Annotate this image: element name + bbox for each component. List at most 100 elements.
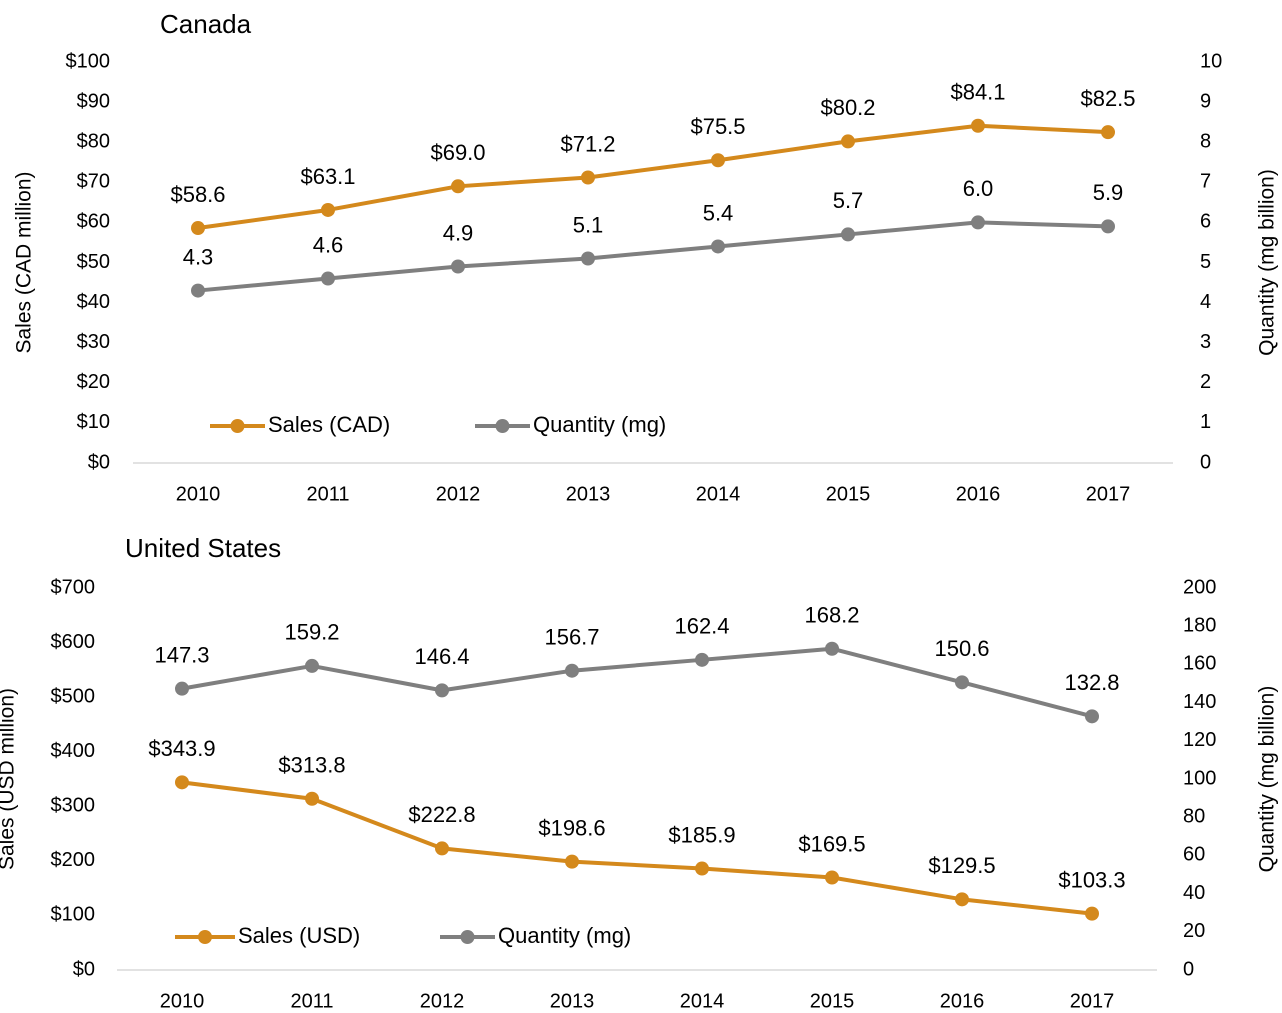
- point: [435, 841, 449, 856]
- point: [305, 791, 319, 806]
- x-tick-label: 2017: [1086, 483, 1131, 505]
- x-tick-label: 2015: [826, 483, 871, 505]
- x-tick-label: 2013: [566, 483, 611, 505]
- point: [711, 153, 725, 168]
- data-label: $63.1: [300, 164, 355, 189]
- point: [825, 870, 839, 885]
- y2-tick-label: 20: [1183, 920, 1205, 942]
- point: [175, 681, 189, 696]
- x-tick-label: 2012: [436, 483, 481, 505]
- y-tick-label: $30: [77, 331, 110, 353]
- x-tick-label: 2015: [810, 990, 855, 1012]
- data-label: $185.9: [668, 822, 735, 847]
- y-tick-label: $600: [51, 631, 96, 653]
- chart-title: Canada: [160, 9, 252, 39]
- point: [321, 271, 335, 286]
- legend-marker: [495, 419, 510, 433]
- series-line: [181, 780, 1093, 916]
- point: [565, 663, 579, 678]
- point: [451, 179, 465, 194]
- point: [581, 170, 595, 185]
- data-label: $69.0: [430, 140, 485, 165]
- data-label: 6.0: [963, 176, 994, 201]
- y-tick-label: $20: [77, 371, 110, 393]
- y2-tick-label: 140: [1183, 691, 1216, 713]
- point: [825, 641, 839, 656]
- y-tick-label: $50: [77, 251, 110, 273]
- data-label: 132.8: [1064, 670, 1119, 695]
- data-label: $75.5: [690, 114, 745, 139]
- y-tick-label: $100: [51, 904, 96, 926]
- y2-tick-label: 200: [1183, 576, 1216, 598]
- legend-label: Sales (USD): [238, 923, 360, 948]
- data-label: $198.6: [538, 815, 605, 840]
- y-tick-label: $0: [73, 958, 95, 980]
- y2-tick-label: 1: [1200, 411, 1211, 433]
- point: [305, 658, 319, 673]
- x-tick-label: 2016: [940, 990, 985, 1012]
- data-label: $84.1: [950, 80, 1005, 105]
- point: [695, 652, 709, 667]
- y2-axis-label: Quantity (mg billion): [1256, 686, 1279, 873]
- y2-tick-label: 5: [1200, 251, 1211, 273]
- point: [841, 227, 855, 242]
- point: [191, 283, 205, 298]
- y2-tick-label: 160: [1183, 653, 1216, 675]
- data-label: $222.8: [408, 802, 475, 827]
- y-tick-label: $100: [66, 50, 111, 72]
- point: [175, 775, 189, 790]
- y2-tick-label: 6: [1200, 211, 1211, 233]
- y2-tick-label: 180: [1183, 614, 1216, 636]
- y2-tick-label: 40: [1183, 882, 1205, 904]
- chart-title: United States: [125, 533, 281, 563]
- data-label: 5.9: [1093, 180, 1124, 205]
- y-tick-label: $200: [51, 849, 96, 871]
- legend-label: Sales (CAD): [268, 412, 390, 437]
- y2-tick-label: 3: [1200, 331, 1211, 353]
- series-line: [197, 220, 1109, 293]
- y-tick-label: $300: [51, 795, 96, 817]
- y2-tick-label: 9: [1200, 90, 1211, 112]
- y2-tick-label: 80: [1183, 805, 1205, 827]
- point: [1085, 906, 1099, 921]
- data-label: $129.5: [928, 853, 995, 878]
- legend-marker: [460, 930, 475, 944]
- point: [955, 675, 969, 690]
- chart: United States Sales (USD million) Quantity…: [0, 533, 1279, 1012]
- x-tick-label: 2017: [1070, 990, 1115, 1012]
- data-label: 5.4: [703, 200, 734, 225]
- y-tick-label: $400: [51, 740, 96, 762]
- y-axis-label: Sales (CAD million): [13, 171, 36, 353]
- series-line: [181, 646, 1093, 719]
- y-tick-label: $0: [88, 451, 110, 473]
- point: [435, 683, 449, 698]
- data-label: 147.3: [154, 642, 209, 667]
- data-label: $80.2: [820, 95, 875, 120]
- data-label: 5.7: [833, 188, 864, 213]
- y2-tick-label: 4: [1200, 291, 1211, 313]
- data-label: 146.4: [414, 644, 469, 669]
- data-label: 159.2: [284, 620, 339, 645]
- point: [451, 259, 465, 274]
- y-tick-label: $700: [51, 576, 96, 598]
- y2-tick-label: 8: [1200, 130, 1211, 152]
- point: [565, 854, 579, 869]
- data-label: 150.6: [934, 636, 989, 661]
- data-label: 4.9: [443, 220, 474, 245]
- y-axis-label: Sales (USD million): [0, 688, 19, 870]
- x-tick-label: 2016: [956, 483, 1001, 505]
- data-label: 162.4: [674, 614, 729, 639]
- point: [1101, 125, 1115, 140]
- x-tick-label: 2011: [290, 990, 333, 1012]
- y-tick-label: $10: [77, 411, 110, 433]
- chart: Canada Sales (CAD million) Quantity (mg bi…: [13, 9, 1279, 505]
- point: [971, 215, 985, 230]
- point: [841, 134, 855, 149]
- y2-tick-label: 0: [1183, 958, 1194, 980]
- x-tick-label: 2014: [680, 990, 725, 1012]
- data-label: $169.5: [798, 831, 865, 856]
- y-tick-label: $60: [77, 211, 110, 233]
- x-tick-label: 2014: [696, 483, 741, 505]
